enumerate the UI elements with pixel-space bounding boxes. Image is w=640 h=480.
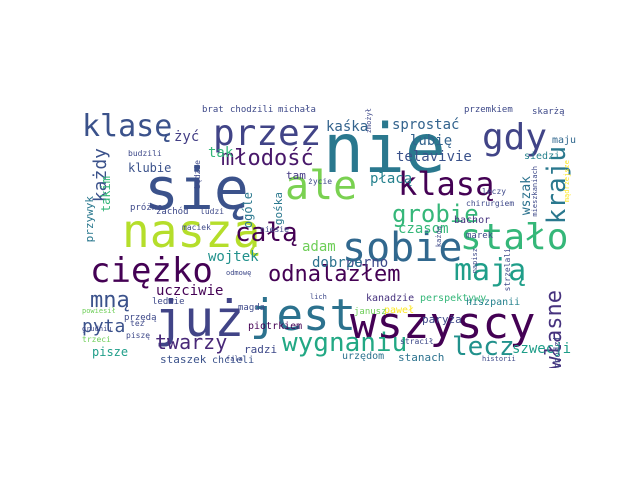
word-odnalazlem: odnalazłem bbox=[268, 262, 401, 287]
word-maciek: maciek bbox=[182, 223, 211, 232]
word-napisz: napisz bbox=[471, 248, 479, 274]
word-chodzili: chodzili bbox=[230, 105, 274, 115]
word-bedzie: będzie bbox=[193, 160, 202, 189]
word-perspektywy: perspektywy bbox=[420, 293, 487, 304]
word-sprostac: sprostać bbox=[392, 117, 460, 133]
word-placa: płacą bbox=[370, 171, 413, 187]
word-ale: ale bbox=[285, 163, 358, 209]
word-hiszpanii: hiszpanii bbox=[466, 297, 521, 308]
word-mna: mną bbox=[90, 288, 130, 313]
word-chirurgiem: chirurgiem bbox=[466, 199, 515, 208]
word-marek: marek bbox=[466, 231, 494, 241]
word-szwecji: szwecji bbox=[512, 341, 572, 357]
word-grobie: grobie bbox=[392, 200, 479, 228]
word-pyta: pyta bbox=[82, 316, 126, 337]
word-goska: gośka bbox=[272, 192, 285, 226]
word-lubie: lubię bbox=[410, 133, 453, 149]
word-kazda: każdą bbox=[435, 226, 443, 248]
word-budzili: budzili bbox=[128, 149, 162, 158]
word-ciezko: ciężko bbox=[90, 251, 213, 291]
word-porno: porno bbox=[346, 255, 389, 271]
word-czasom: czasom bbox=[398, 221, 449, 237]
word-sie: się bbox=[144, 155, 249, 223]
word-klubie: klubie bbox=[128, 161, 172, 175]
word-paryza: paryża bbox=[422, 313, 462, 326]
word-zyc: żyć bbox=[174, 129, 200, 145]
word-adam: adam bbox=[302, 239, 336, 255]
word-telavivie: telavivie bbox=[396, 149, 472, 165]
word-przeda: przędą bbox=[124, 313, 157, 323]
word-klasa: klasą bbox=[398, 165, 495, 203]
word-pisze-2: piszę bbox=[126, 331, 151, 340]
word-grudniu: grudniu bbox=[82, 325, 112, 333]
word-odmowe: odmowę bbox=[226, 269, 252, 277]
word-radzi: radzi bbox=[244, 343, 278, 356]
word-przemkiem: przemkiem bbox=[464, 105, 513, 115]
word-cloud: nie się już jest wszyscy naszą ale sobie… bbox=[80, 96, 576, 368]
word-przez: przez bbox=[213, 113, 322, 154]
word-lecz: lecz bbox=[452, 332, 515, 362]
word-nie: nie bbox=[323, 110, 446, 189]
word-wygnaniu: wygnaniu bbox=[282, 328, 408, 358]
word-gdy: gdy bbox=[482, 117, 548, 158]
word-michala: michała bbox=[278, 105, 316, 115]
word-madrzejsze: mądrzejsze bbox=[563, 160, 571, 203]
word-janusz: janusz bbox=[354, 307, 387, 317]
word-urzedom: urzędom bbox=[342, 351, 385, 362]
word-kaska: kaśka bbox=[326, 119, 369, 135]
word-trzeci: trzeci bbox=[82, 335, 111, 344]
word-pawel: paweł bbox=[384, 305, 415, 316]
word-staszek: staszek bbox=[160, 353, 207, 366]
word-maja: mają bbox=[454, 253, 527, 288]
word-magda: magda bbox=[238, 303, 266, 313]
word-strzelali: strzelali bbox=[503, 248, 512, 292]
word-prozno: próżno bbox=[130, 203, 163, 213]
word-ogole: ogóle bbox=[241, 192, 255, 229]
word-mieszkaniach: mieszkaniach bbox=[531, 166, 539, 217]
word-lich: lich bbox=[310, 293, 327, 301]
word-dobrze: dobrze bbox=[312, 255, 363, 271]
word-niesie: niesie bbox=[260, 225, 289, 234]
word-ludzi: ludzi bbox=[200, 207, 225, 216]
word-zachod: zachód bbox=[156, 207, 189, 217]
word-leczy: leczy bbox=[482, 187, 507, 196]
word-maju: maju bbox=[552, 135, 576, 146]
word-tez: tez bbox=[130, 319, 145, 328]
word-mlodosc: młodość bbox=[221, 146, 314, 171]
word-jest: jest bbox=[250, 290, 356, 341]
word-stalo: stało bbox=[460, 217, 569, 258]
word-brat: brat bbox=[202, 105, 224, 115]
word-ledwie: ledwie bbox=[152, 297, 185, 307]
word-stracil: stracił bbox=[400, 337, 434, 346]
word-tam: tam bbox=[286, 169, 306, 182]
word-uczciwie: uczciwie bbox=[156, 283, 224, 299]
word-powiesil: powiesił bbox=[82, 307, 116, 315]
word-piotrkiem: piotrkiem bbox=[248, 321, 303, 332]
word-przywyk: przywyk bbox=[83, 196, 96, 243]
word-chcieli: chcieli bbox=[212, 355, 255, 366]
word-stanach: stanach bbox=[398, 351, 445, 364]
word-nasza: naszą bbox=[122, 204, 261, 258]
word-klase: klasę bbox=[82, 109, 173, 144]
word-fala: fala bbox=[226, 355, 243, 363]
word-juz: już bbox=[154, 290, 245, 348]
word-zycie: życie bbox=[308, 177, 333, 186]
word-kanadzie: kanadzie bbox=[366, 293, 415, 304]
word-twarzy: twarzy bbox=[155, 330, 228, 354]
word-wojtek: wojtek bbox=[208, 249, 259, 265]
word-wychodzi: wychodzi bbox=[553, 336, 563, 368]
word-tak: tak bbox=[208, 145, 234, 161]
word-sobie: sobie bbox=[342, 225, 463, 271]
word-skarza: skarżą bbox=[532, 107, 565, 117]
word-historii: historii bbox=[482, 355, 516, 363]
word-wszyscy: wszyscy bbox=[350, 298, 536, 349]
word-siedzi: siedzi bbox=[524, 151, 561, 162]
word-bachor: bachor bbox=[454, 215, 491, 226]
word-pisze: pisze bbox=[92, 345, 129, 359]
word-cala: całą bbox=[235, 218, 298, 248]
word-zmozyl: zmożył bbox=[365, 108, 373, 134]
word-takim: takim bbox=[99, 176, 113, 213]
